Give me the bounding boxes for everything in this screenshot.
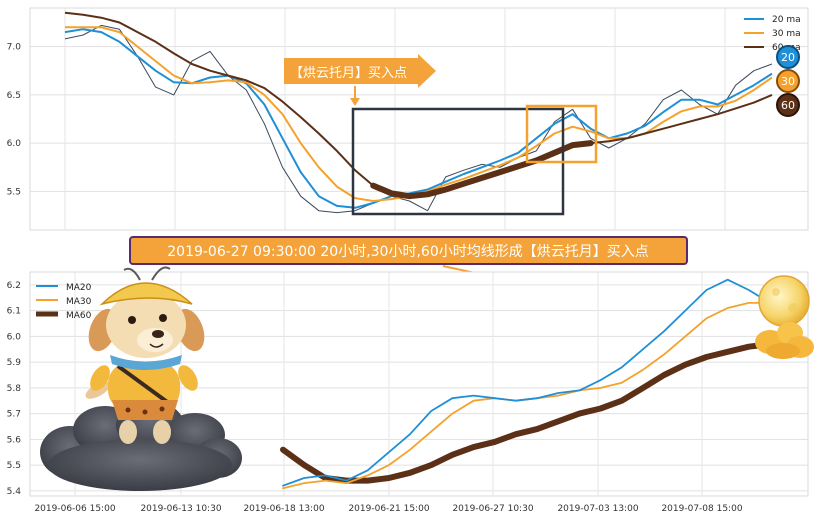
dog-arm [178, 365, 198, 391]
top-ma20-line [64, 28, 773, 209]
top-price-line [64, 24, 773, 214]
golden-cloud [766, 343, 800, 359]
top-series [64, 11, 773, 214]
moon-illustration [755, 275, 814, 359]
dog-strap [116, 364, 172, 406]
legend-label-30: 30 ma [772, 29, 801, 39]
dog-eye [159, 314, 167, 322]
bottom-y-tick: 6.1 [7, 307, 21, 317]
bottom-ma60-line [280, 341, 773, 484]
legend-label-ma20: MA20 [66, 283, 92, 293]
badge-60-label: 60 [781, 99, 795, 112]
top-price-panel: 5.56.06.57.0 【烘云托月】买入点 20 ma 30 ma 60 ma… [7, 7, 809, 231]
dog-leg [153, 420, 171, 444]
bottom-x-tick: 2019-06-18 13:00 [243, 504, 324, 514]
bottom-legend: MA20 MA30 MA60 [36, 283, 92, 321]
bottom-y-tick: 5.6 [7, 435, 22, 445]
top-y-axis: 5.5 6.0 6.5 7.0 [7, 43, 22, 198]
bottom-ma-panel: 5.4 5.5 5.6 5.7 5.8 5.9 6.0 6.1 6.2 2019-06-06 1… [7, 266, 814, 514]
skirt-spot [159, 406, 165, 412]
moon-crater [788, 303, 798, 313]
bottom-y-tick: 5.9 [7, 358, 22, 368]
dog-mouth [149, 343, 164, 348]
legend-label-ma60: MA60 [66, 311, 92, 321]
bottom-ma20-line [282, 278, 771, 487]
legend-label-20: 20 ma [772, 15, 801, 25]
badge-30-circle [776, 69, 800, 93]
dog-hat [99, 282, 193, 306]
badge-20-label: 20 [781, 51, 795, 64]
buy-point-annotation: 【烘云托月】买入点 [284, 54, 436, 106]
top-y-tick: 5.5 [7, 187, 21, 197]
hat-antenna [123, 267, 141, 281]
dog-mascot-illustration [40, 266, 242, 491]
bottom-y-tick: 5.5 [7, 461, 21, 471]
bottom-y-tick: 5.7 [7, 410, 21, 420]
bottom-y-axis: 5.4 5.5 5.6 5.7 5.8 5.9 6.0 6.1 6.2 [7, 281, 22, 497]
badge-60-circle [776, 93, 800, 117]
top-ma60-highlight [370, 140, 594, 200]
signal-title: 2019-06-27 09:30:00 20小时,30小时,60小时均线形成【烘… [167, 244, 648, 260]
bottom-x-tick: 2019-06-13 10:30 [140, 504, 221, 514]
dog-nose [152, 330, 164, 338]
hat-antenna [151, 266, 171, 281]
skirt-spot [142, 409, 148, 415]
top-y-tick: 6.0 [7, 139, 22, 149]
annotation-label: 【烘云托月】买入点 [290, 66, 407, 81]
top-grid [30, 8, 808, 230]
bottom-x-tick: 2019-07-03 13:00 [557, 504, 638, 514]
top-y-tick: 7.0 [7, 43, 22, 53]
legend-label-ma30: MA30 [66, 297, 92, 307]
bottom-series [280, 278, 773, 490]
bottom-x-tick: 2019-06-06 15:00 [34, 504, 115, 514]
badge-20-circle [776, 45, 800, 69]
annotation-pointer-head [350, 98, 360, 106]
title-banner-bg [129, 236, 688, 265]
bottom-x-tick: 2019-06-21 15:00 [348, 504, 429, 514]
dog-arm [90, 365, 110, 391]
orange-highlight-box [525, 104, 598, 164]
dog-scarf [110, 355, 182, 370]
moon [758, 275, 810, 327]
cloud-puff [48, 439, 232, 491]
bottom-x-tick: 2019-06-27 10:30 [452, 504, 533, 514]
badge-30-label: 30 [781, 75, 795, 88]
annotation-arrow-shape [284, 54, 436, 88]
bottom-x-axis: 2019-06-06 15:00 2019-06-13 10:30 2019-06-… [34, 504, 742, 514]
bottom-y-tick: 5.8 [7, 384, 22, 394]
bottom-x-tick: 2019-07-08 15:00 [661, 504, 742, 514]
bottom-y-tick: 5.4 [7, 487, 22, 497]
bottom-y-tick: 6.2 [7, 281, 21, 291]
ma-badges: 20 30 60 [776, 45, 800, 117]
skirt-spot [125, 407, 131, 413]
dog-leg [119, 420, 137, 444]
top-y-tick: 6.5 [7, 91, 21, 101]
moon-crater [772, 288, 780, 296]
bottom-y-tick: 6.0 [7, 332, 22, 342]
dog-eye [128, 316, 136, 324]
